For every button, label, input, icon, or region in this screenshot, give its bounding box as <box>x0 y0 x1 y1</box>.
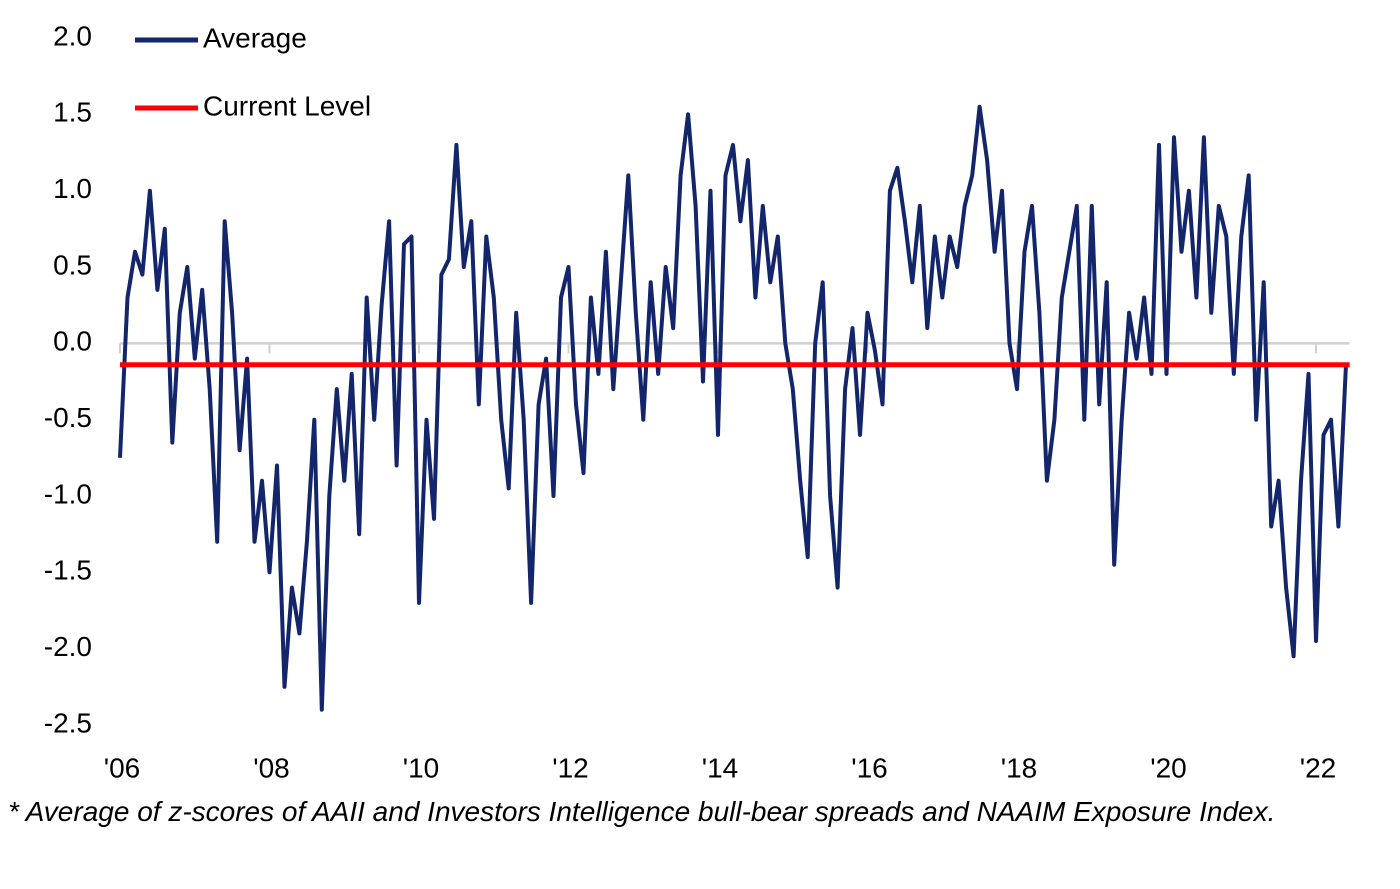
x-tick-label: '18 <box>1001 752 1038 783</box>
y-tick-label: 1.0 <box>53 173 92 204</box>
footnote: * Average of z-scores of AAII and Invest… <box>8 796 1276 827</box>
y-tick-label: -2.5 <box>44 707 92 738</box>
x-tick-label: '10 <box>403 752 440 783</box>
x-tick-label: '20 <box>1150 752 1187 783</box>
y-tick-label: 2.0 <box>53 20 92 51</box>
y-tick-label: -1.0 <box>44 478 92 509</box>
x-tick-label: '14 <box>702 752 739 783</box>
y-tick-label: -2.0 <box>44 631 92 662</box>
legend-label: Current Level <box>203 90 371 121</box>
x-tick-label: '22 <box>1300 752 1337 783</box>
x-tick-label: '06 <box>104 752 141 783</box>
y-tick-label: 1.5 <box>53 97 92 128</box>
series-line <box>118 104 1348 712</box>
y-tick-label: -1.5 <box>44 555 92 586</box>
x-tick-label: '12 <box>552 752 589 783</box>
y-tick-label: 0.5 <box>53 249 92 280</box>
x-tick-label: '08 <box>253 752 290 783</box>
legend-label: Average <box>203 22 307 53</box>
x-tick-label: '16 <box>851 752 888 783</box>
y-tick-label: 0.0 <box>53 326 92 357</box>
y-tick-label: -0.5 <box>44 402 92 433</box>
